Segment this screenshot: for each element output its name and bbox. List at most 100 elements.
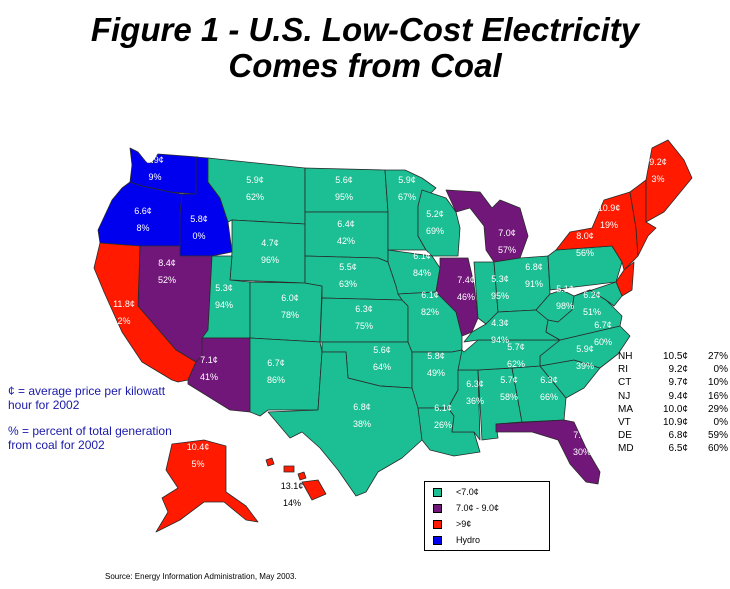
state-hi [265, 457, 327, 501]
state-price-label-fl: 7.3¢ [573, 430, 591, 440]
legend-item-hydro: Hydro [433, 533, 480, 547]
percent-cell: 0% [713, 417, 728, 429]
table-row: MD 6.5¢ 60% [618, 442, 728, 455]
state-price-label-wv: 5.1¢ [556, 284, 574, 294]
state-price-label-ak: 10.4¢ [187, 442, 210, 452]
state-code: CT [618, 377, 632, 389]
state-percent-label-tn: 62% [507, 359, 525, 369]
price-cell: 9.7¢ [668, 377, 688, 389]
state-fl [495, 419, 601, 485]
state-price-label-me: 9.2¢ [649, 157, 667, 167]
state-percent-label-wv: 98% [556, 301, 574, 311]
table-row: DE 6.8¢ 59% [618, 429, 728, 442]
state-percent-label-mn: 67% [398, 192, 416, 202]
legend-label: 7.0¢ - 9.0¢ [456, 503, 500, 513]
table-row: CT 9.7¢ 10% [618, 376, 728, 389]
state-percent-label-or: 8% [136, 223, 149, 233]
state-price-label-nc: 6.7¢ [594, 320, 612, 330]
state-price-label-ms: 6.3¢ [466, 379, 484, 389]
state-price-label-ne: 5.5¢ [339, 262, 357, 272]
state-price-label-ia: 6.1¢ [413, 251, 431, 261]
state-il [435, 257, 479, 337]
price-cell: 10.5¢ [662, 351, 688, 362]
state-wy [229, 219, 306, 284]
state-price-label-wa: 5.9¢ [146, 155, 164, 165]
state-percent-label-ne: 63% [339, 279, 357, 289]
state-price-label-or: 6.6¢ [134, 206, 152, 216]
state-md [573, 281, 623, 307]
table-row: RI 9.2¢ 0% [618, 363, 728, 376]
table-row: VT 10.9¢ 0% [618, 416, 728, 429]
state-percent-label-id: 0% [192, 231, 205, 241]
state-percent-label-ms: 36% [466, 396, 484, 406]
state-percent-label-tx: 38% [353, 419, 371, 429]
legend-swatch-hydro [433, 535, 442, 545]
percent-cell: 60% [707, 443, 728, 455]
legend-swatch-high [433, 519, 442, 529]
state-price-label-hi: 13.1¢ [281, 481, 304, 491]
state-wi [417, 189, 461, 257]
state-ca [93, 242, 197, 383]
price-cell: 9.4¢ [668, 390, 688, 402]
state-code: DE [618, 430, 632, 442]
state-percent-label-va: 51% [583, 307, 601, 317]
state-percent-label-az: 41% [200, 372, 218, 382]
state-price-label-tn: 5.7¢ [507, 342, 525, 352]
state-price-label-ca: 11.8¢ [113, 299, 135, 309]
state-price-label-mo: 6.1¢ [421, 290, 439, 300]
state-percent-label-mt: 62% [246, 192, 264, 202]
state-percent-label-ca: 2% [117, 316, 130, 326]
state-percent-label-nd: 95% [335, 192, 353, 202]
state-price-label-sc: 5.9¢ [576, 344, 594, 354]
state-percent-label-sd: 42% [337, 236, 355, 246]
state-price-label-ok: 5.6¢ [373, 345, 391, 355]
state-percent-label-ny: 19% [600, 220, 618, 230]
state-price-label-ky: 4.3¢ [491, 318, 509, 328]
legend-swatch-mid [433, 503, 442, 513]
state-ms [447, 369, 481, 441]
state-price-label-co: 6.0¢ [281, 293, 299, 303]
legend-label: >9¢ [456, 519, 472, 529]
state-price-label-wy: 4.7¢ [261, 238, 279, 248]
state-price-label-la: 6.1¢ [434, 403, 452, 413]
state-price-label-ar: 5.8¢ [427, 351, 445, 361]
title-line-1: Figure 1 - U.S. Low-Cost Electricity [90, 11, 640, 48]
state-percent-label-mo: 82% [421, 307, 439, 317]
state-percent-label-in: 95% [491, 291, 509, 301]
state-percent-label-il: 46% [457, 292, 475, 302]
price-cell: 10.9¢ [662, 417, 688, 429]
state-price-label-in: 5.3¢ [491, 274, 509, 284]
percent-cell: 16% [707, 390, 728, 402]
state-price-label-ga: 6.3¢ [540, 375, 558, 385]
legend-item-low: <7.0¢ [433, 485, 479, 499]
state-percent-label-ok: 64% [373, 362, 391, 372]
state-percent-label-ga: 66% [540, 392, 558, 402]
percent-cell: 10% [707, 377, 728, 389]
state-percent-label-hi: 14% [283, 498, 301, 508]
state-price-label-va: 6.2¢ [583, 290, 601, 300]
percent-cell: 0% [713, 364, 728, 376]
state-price-label-wi: 5.2¢ [426, 209, 444, 219]
state-percent-label-la: 26% [434, 420, 452, 430]
state-code: NJ [618, 390, 631, 402]
table-row: NH 10.5¢ 27% [618, 350, 728, 363]
state-percent-label-wi: 69% [426, 226, 444, 236]
state-price-label-oh: 6.8¢ [525, 262, 543, 272]
state-ak [155, 439, 259, 533]
state-percent-label-sc: 39% [576, 361, 594, 371]
state-percent-label-ut: 94% [215, 300, 233, 310]
state-percent-label-co: 78% [281, 310, 299, 320]
legend-swatch-low [433, 487, 442, 497]
state-price-label-ut: 5.3¢ [215, 283, 233, 293]
price-note: ¢ = average price per kilowatt hour for … [8, 384, 166, 412]
price-cell: 10.0¢ [662, 403, 688, 415]
state-tx [267, 351, 423, 497]
table-row: NJ 9.4¢ 16% [618, 390, 728, 403]
state-price-label-mn: 5.9¢ [398, 175, 416, 185]
state-price-label-sd: 6.4¢ [337, 219, 355, 229]
percent-note: % = percent of total generation from coa… [8, 424, 172, 452]
percent-cell: 59% [707, 430, 728, 442]
legend-label: <7.0¢ [456, 487, 479, 497]
state-nm [249, 337, 323, 417]
state-code: VT [618, 417, 631, 429]
